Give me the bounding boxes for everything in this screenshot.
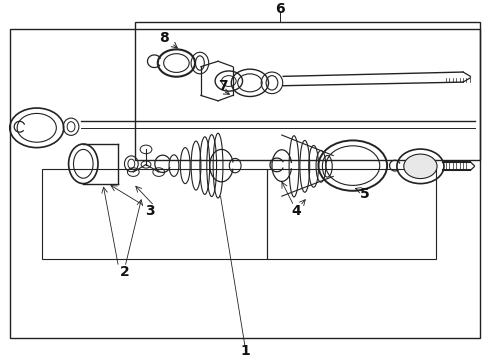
Text: 8: 8 <box>159 31 169 45</box>
Bar <box>10 29 480 338</box>
Text: 7: 7 <box>218 80 228 94</box>
Text: 3: 3 <box>145 204 154 217</box>
Text: 6: 6 <box>275 2 285 16</box>
Text: 4: 4 <box>292 204 301 217</box>
Circle shape <box>404 154 437 179</box>
Text: 2: 2 <box>120 265 130 279</box>
Text: 1: 1 <box>240 344 250 358</box>
Bar <box>42 169 267 259</box>
Bar <box>267 169 436 259</box>
Bar <box>135 22 480 160</box>
Text: 5: 5 <box>360 187 370 201</box>
